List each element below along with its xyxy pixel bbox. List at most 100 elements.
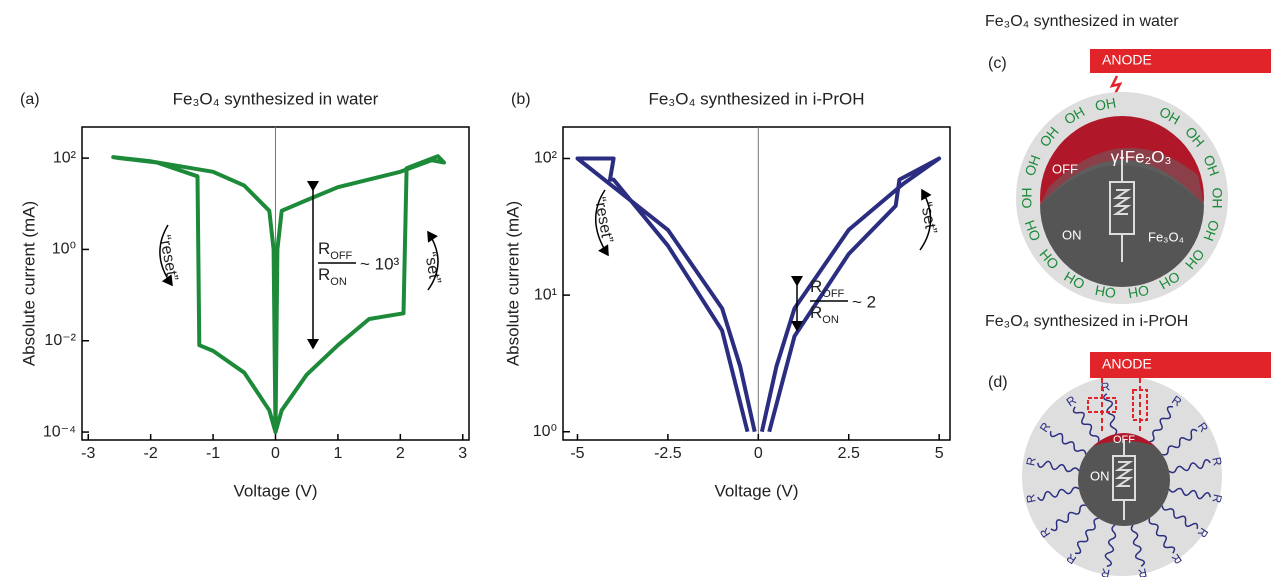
ratio-den: RON (318, 265, 347, 287)
chart-title: Fe₃O₄ synthesized in i-PrOH (648, 89, 864, 108)
y-tick-label: 10¹ (534, 286, 557, 303)
ligand-chain (1130, 524, 1145, 567)
oxide-cap (1093, 433, 1155, 446)
anode-label: ANODE (1102, 356, 1152, 372)
ligand-label: R (1023, 456, 1038, 468)
subscript: ON (330, 276, 347, 288)
ratio-num: ROFF (810, 277, 845, 299)
ligand-label: R (1100, 565, 1112, 577)
x-tick-label: -5 (570, 445, 584, 462)
resistor-dashed (1087, 397, 1117, 413)
diagram-c: Fe₃O₄ synthesized in water (c) ANODE γ-F… (985, 13, 1271, 304)
ratio-den: RON (810, 303, 839, 325)
ligand-chain (1161, 505, 1199, 530)
x-tick-label: -1 (206, 445, 220, 462)
ligand-label: R (1209, 493, 1224, 505)
reset-arrow (594, 189, 609, 257)
anode (1090, 352, 1271, 378)
y-axis-label: Absolute current (mA) (503, 201, 522, 366)
y-tick-label: 10² (534, 150, 558, 167)
core (1078, 434, 1170, 526)
data-line (111, 154, 446, 435)
ligand-chain (1037, 486, 1080, 501)
ligand-chain (1168, 459, 1211, 474)
ratio-value: ~ 2 (852, 292, 876, 311)
data-line (575, 156, 942, 433)
y-tick-label: 10⁰ (533, 423, 557, 440)
ratio-value: ~ 10³ (360, 254, 400, 273)
x-tick-label: 2 (396, 445, 405, 462)
ligand-label: OH (1021, 153, 1043, 178)
ligand-label: OH (1200, 153, 1222, 178)
off-label: OFF (1113, 434, 1135, 446)
ligand-label: R (1137, 565, 1149, 577)
on-label: ON (1090, 468, 1110, 483)
x-tick-label: 2.5 (838, 445, 860, 462)
ligand-label: OH (1094, 282, 1117, 301)
ligand-chain (1049, 430, 1087, 455)
ligand-chain (1036, 460, 1080, 473)
spark (1109, 75, 1123, 95)
x-axis-label: Voltage (V) (233, 481, 317, 500)
ligand-chain (1103, 393, 1118, 436)
ligand-chain (1074, 517, 1099, 555)
y-tick-label: 10⁻² (44, 332, 76, 349)
ligand-label: OH (1209, 188, 1225, 209)
resistor-wire (1112, 150, 1132, 262)
diagram-title: Fe₃O₄ synthesized in water (985, 13, 1179, 30)
chart-title: Fe₃O₄ synthesized in water (173, 89, 379, 108)
ligand-chain (1148, 518, 1176, 554)
x-tick-label: 0 (271, 445, 280, 462)
diagram-d: Fe₃O₄ synthesized in i-PrOH (d) RRRRRRRR… (985, 313, 1271, 577)
y-axis-label: Absolute current (mA) (19, 201, 38, 366)
chart: (b) Fe₃O₄ synthesized in i-PrOH Voltage (V… (503, 89, 951, 500)
set-label: “set” (421, 251, 443, 285)
ratio-text: R (810, 303, 822, 322)
panel-label: (b) (511, 91, 531, 108)
anode (1090, 49, 1271, 73)
ligand-chain (1168, 487, 1212, 500)
ligand-chain (1149, 405, 1174, 443)
x-axis-label: Voltage (V) (714, 481, 798, 500)
ligand-label: OH (1200, 218, 1222, 243)
shell-label: γ-Fe₂O₃ (1111, 147, 1172, 166)
x-tick-label: -2.5 (654, 445, 682, 462)
ratio-num: ROFF (318, 239, 353, 261)
ligand-chain (1050, 504, 1086, 532)
y-tick-label: 10⁰ (52, 241, 76, 258)
core (1040, 160, 1204, 287)
set-arrow (427, 230, 439, 291)
ligand-label: R (1023, 493, 1038, 505)
x-tick-label: 0 (754, 445, 763, 462)
panel-label: (c) (988, 55, 1007, 72)
reset-arrow (159, 224, 173, 287)
resistor-wire (1114, 440, 1134, 520)
on-label: ON (1062, 227, 1082, 242)
x-tick-label: 1 (333, 445, 342, 462)
y-tick-label: 10² (53, 149, 77, 166)
x-tick-label: 5 (935, 445, 944, 462)
panel-label: (d) (988, 374, 1008, 391)
subscript: OFF (822, 288, 844, 300)
ligand-label: OH (1094, 94, 1117, 113)
ligand-label: R (1100, 379, 1112, 394)
ligand-chain (1162, 428, 1198, 456)
set-arrow (919, 188, 932, 251)
ligand-label: R (1209, 456, 1224, 468)
ligand-label: OH (1127, 282, 1150, 301)
chart: (a) Fe₃O₄ synthesized in water Voltage (V)… (19, 89, 470, 500)
x-tick-label: -3 (81, 445, 95, 462)
y-tick-label: 10⁻⁴ (43, 423, 76, 440)
plot-frame (562, 126, 951, 441)
off-label: OFF (1052, 161, 1078, 176)
subscript: OFF (330, 250, 352, 262)
resistor-dashed (1132, 389, 1148, 421)
path-wire (1101, 378, 1141, 432)
set-label: “set” (917, 201, 939, 235)
subscript: ON (822, 314, 839, 326)
x-tick-label: 3 (458, 445, 467, 462)
ratio-text: R (318, 239, 330, 258)
x-tick-label: -2 (144, 445, 158, 462)
ratio-text: R (810, 277, 822, 296)
